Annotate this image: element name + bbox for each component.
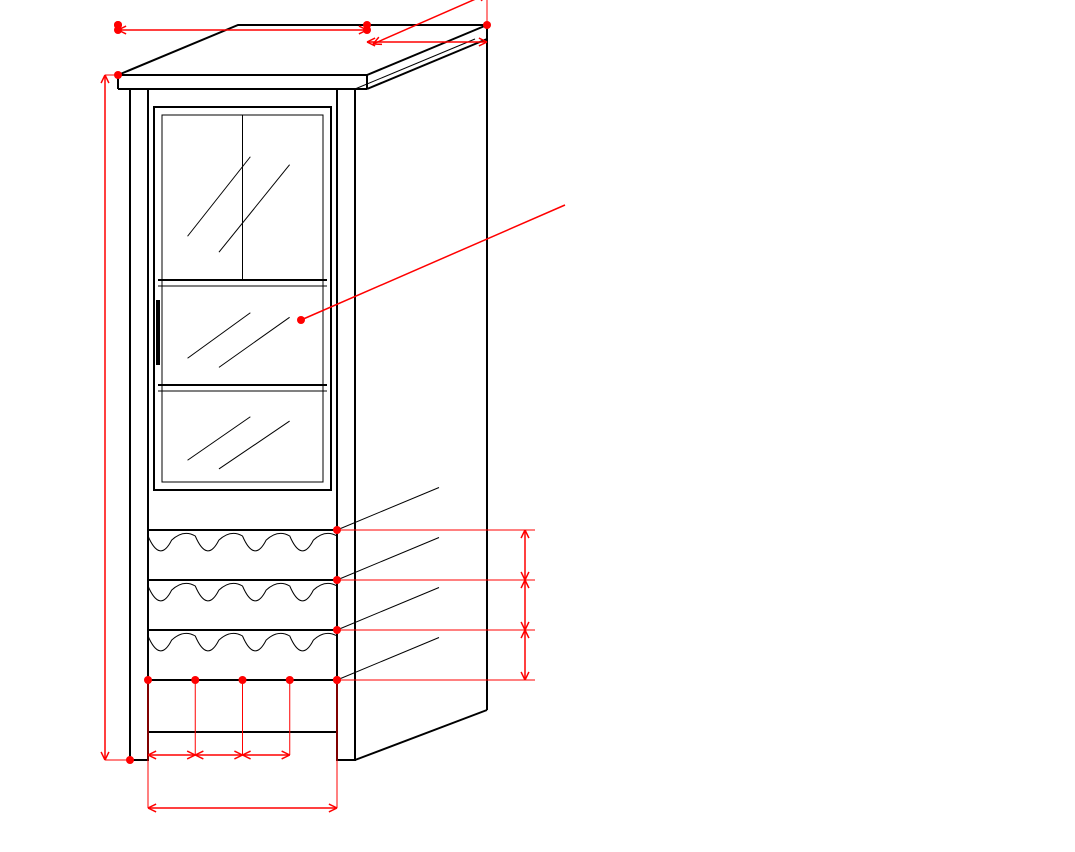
dimension-drawing — [0, 0, 1075, 852]
